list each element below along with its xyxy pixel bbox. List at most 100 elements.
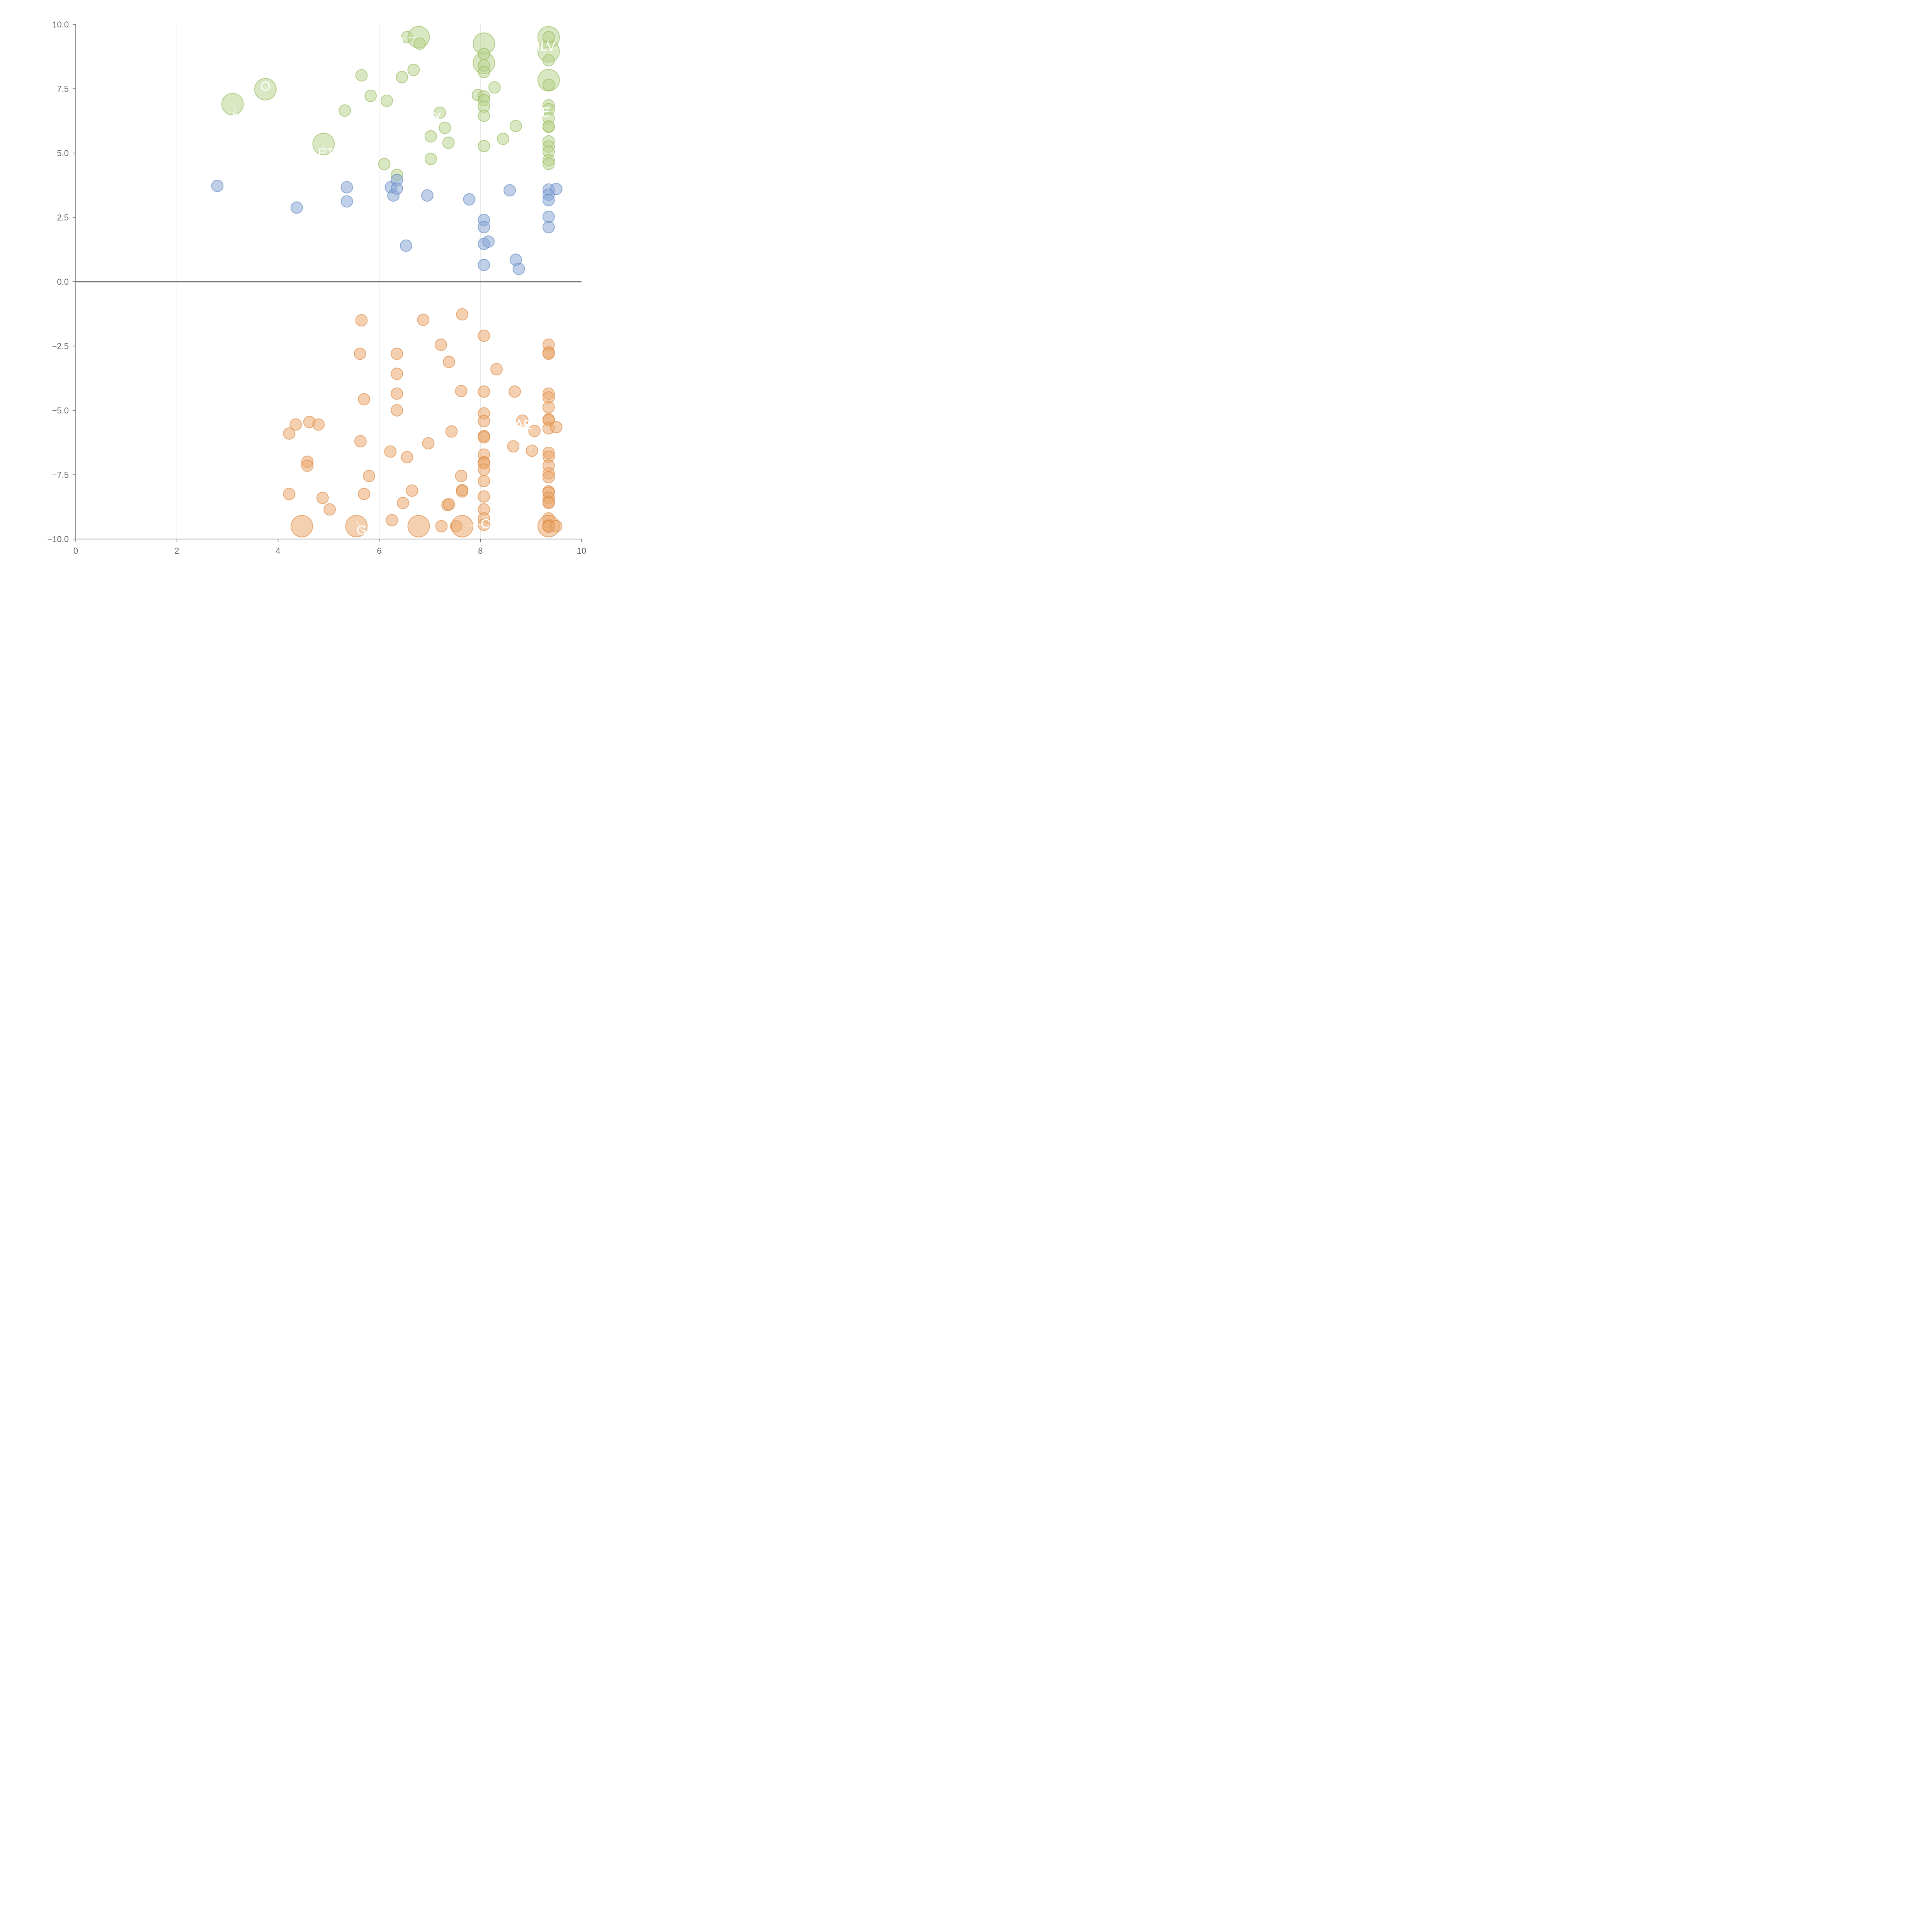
orange-bubble-38 <box>456 308 469 321</box>
y-tick-label-8: 10.0 <box>52 20 69 29</box>
green-bubble-36 <box>542 31 555 44</box>
bubble-label-8: G <box>356 523 366 538</box>
green-bubble-9 <box>396 71 408 83</box>
orange-bubble-1 <box>283 488 296 500</box>
label-leader-8 <box>356 521 362 531</box>
bubble-label-4: X <box>433 110 442 125</box>
orange-bubble-88 <box>550 520 563 532</box>
bubble-label-6: E <box>542 105 551 119</box>
green-bubble-6 <box>378 158 391 170</box>
blue-bubble-12 <box>478 221 490 233</box>
orange-bubble-10 <box>345 515 368 537</box>
orange-bubble-27 <box>417 313 430 326</box>
green-bubble-24 <box>478 66 490 78</box>
orange-bubble-22 <box>391 404 403 417</box>
blue-bubble-0 <box>211 180 224 192</box>
orange-bubble-17 <box>384 445 397 458</box>
orange-bubble-61 <box>526 444 538 457</box>
green-bubble-43 <box>542 120 555 133</box>
orange-bubble-62 <box>528 425 541 437</box>
green-bubble-16 <box>434 106 446 119</box>
orange-bubble-53 <box>478 490 490 503</box>
green-bubble-0 <box>221 93 244 116</box>
orange-bubble-45 <box>478 415 490 427</box>
blue-bubble-21 <box>542 194 555 206</box>
orange-bubble-29 <box>435 338 447 351</box>
orange-bubble-58 <box>507 440 520 453</box>
green-bubble-48 <box>542 157 555 170</box>
y-tick-label-1: −7.5 <box>52 470 69 480</box>
label-leader-5 <box>546 39 549 46</box>
orange-bubble-81 <box>542 497 555 509</box>
orange-bubble-52 <box>478 475 490 488</box>
blue-bubble-1 <box>291 201 303 214</box>
orange-bubble-23 <box>396 497 409 509</box>
orange-bubble-0 <box>283 427 296 440</box>
orange-bubble-59 <box>509 385 521 398</box>
blue-bubble-23 <box>542 221 555 233</box>
blue-bubble-22 <box>542 211 555 223</box>
y-tick-label-6: 5.0 <box>57 148 69 158</box>
orange-bubble-33 <box>443 498 456 511</box>
green-bubble-13 <box>413 37 426 50</box>
blue-bubble-9 <box>421 189 434 202</box>
orange-bubble-19 <box>391 347 403 360</box>
blue-bubble-8 <box>400 239 412 252</box>
orange-bubble-16 <box>363 469 376 482</box>
green-bubble-32 <box>509 120 522 133</box>
green-bubble-22 <box>478 48 490 60</box>
orange-bubble-32 <box>443 355 456 368</box>
bubble-label-2: ET <box>318 146 334 161</box>
green-bubble-3 <box>338 104 351 117</box>
orange-bubble-18 <box>386 514 398 527</box>
blue-bubble-3 <box>340 195 353 208</box>
y-tick-label-4: 0.0 <box>57 277 69 287</box>
bubble-label-0: M <box>232 110 243 125</box>
blue-bubble-18 <box>512 262 525 275</box>
data-points <box>211 26 563 537</box>
bubble-label-1: O <box>260 79 270 94</box>
orange-bubble-14 <box>358 393 371 406</box>
bubble-chart: −10.0 −7.5 −5.0 −2.5 0.0 2.5 5.0 7.5 10.0 0 2 4 6 8 10… <box>47 20 586 556</box>
blue-bubble-10 <box>463 193 476 206</box>
green-bubble-2 <box>312 133 335 155</box>
label-leader-4 <box>437 113 440 117</box>
label-leader-0 <box>233 105 238 117</box>
orange-bubble-68 <box>542 401 555 414</box>
orange-bubble-2 <box>289 418 302 431</box>
orange-bubble-5 <box>301 459 314 472</box>
blue-bubble-14 <box>482 235 495 248</box>
orange-bubble-65 <box>542 347 555 360</box>
orange-bubble-20 <box>391 367 403 380</box>
x-tick-label-3: 6 <box>377 546 381 556</box>
x-tick-label-5: 10 <box>577 546 586 556</box>
orange-bubble-43 <box>478 385 490 398</box>
orange-bubble-47 <box>478 431 490 444</box>
green-bubble-7 <box>381 94 393 107</box>
green-bubble-15 <box>424 130 437 143</box>
orange-bubble-3 <box>291 515 313 537</box>
x-tick-label-1: 2 <box>175 546 179 556</box>
green-bubble-31 <box>497 133 510 145</box>
green-bubble-4 <box>355 69 368 82</box>
orange-bubble-34 <box>445 425 458 438</box>
y-tick-label-5: 2.5 <box>57 213 69 223</box>
x-tick-label-4: 8 <box>478 546 483 556</box>
orange-bubble-40 <box>456 485 469 498</box>
blue-bubble-24 <box>550 183 563 196</box>
orange-bubble-12 <box>354 435 367 447</box>
green-bubble-5 <box>364 90 377 102</box>
orange-bubble-87 <box>550 421 563 434</box>
blue-bubble-15 <box>478 259 490 271</box>
orange-bubble-26 <box>407 515 430 537</box>
blue-bubble-2 <box>340 181 353 194</box>
orange-bubble-13 <box>355 314 368 327</box>
orange-bubble-9 <box>323 503 336 516</box>
label-leader-6 <box>546 106 549 112</box>
bubble-label-3: A <box>395 32 404 46</box>
orange-bubble-42 <box>478 329 490 342</box>
label-leader-7 <box>523 424 531 451</box>
orange-bubble-21 <box>391 387 403 400</box>
x-tick-label-2: 4 <box>276 546 280 556</box>
green-bubble-30 <box>488 81 501 94</box>
